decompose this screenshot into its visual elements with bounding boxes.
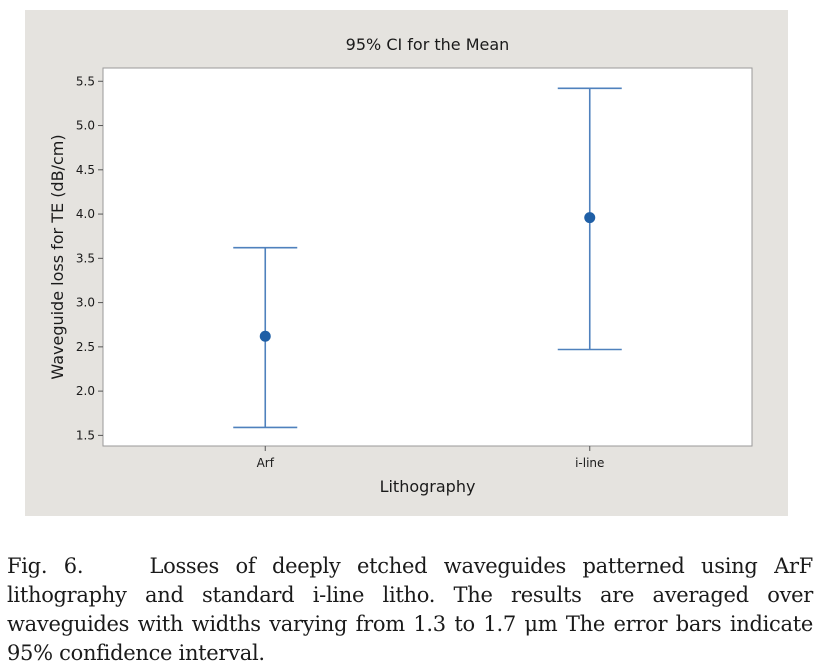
chart-svg: 95% CI for the Mean 1.5 2.0 2.5 3.0 3.5 4.0 4.…	[48, 35, 753, 496]
chart-marks	[233, 87, 622, 429]
mean-point	[584, 212, 596, 224]
chart-title: 95% CI for the Mean	[346, 35, 510, 54]
x-axis-label: Lithography	[380, 477, 476, 496]
y-tick-label: 3.5	[76, 251, 95, 265]
y-axis-label: Waveguide loss for TE (dB/cm)	[48, 134, 67, 379]
figure-caption: Fig. 6. Losses of deeply etched waveguid…	[7, 552, 813, 668]
chart-figure: 95% CI for the Mean 1.5 2.0 2.5 3.0 3.5 4.0 4.…	[25, 10, 788, 516]
y-tick-label: 2.5	[76, 340, 95, 354]
y-axis-ticks: 1.5 2.0 2.5 3.0 3.5 4.0 4.5 5.0 5.5	[76, 74, 103, 442]
y-tick-label: 1.5	[76, 428, 95, 442]
plot-area	[102, 67, 753, 447]
y-tick-label: 3.0	[76, 296, 95, 310]
x-tick-label: i-line	[575, 456, 604, 470]
caption-text: Losses of deeply etched waveguides patte…	[7, 554, 813, 665]
y-tick-label: 2.0	[76, 384, 95, 398]
y-tick-label: 5.5	[76, 74, 95, 88]
y-tick-label: 4.0	[76, 207, 95, 221]
caption-label: Fig. 6.	[7, 554, 84, 578]
mean-point	[259, 330, 271, 342]
y-tick-label: 5.0	[76, 119, 95, 133]
y-tick-label: 4.5	[76, 163, 95, 177]
x-tick-label: Arf	[257, 456, 275, 470]
x-axis-ticks: Arf i-line	[257, 446, 604, 470]
